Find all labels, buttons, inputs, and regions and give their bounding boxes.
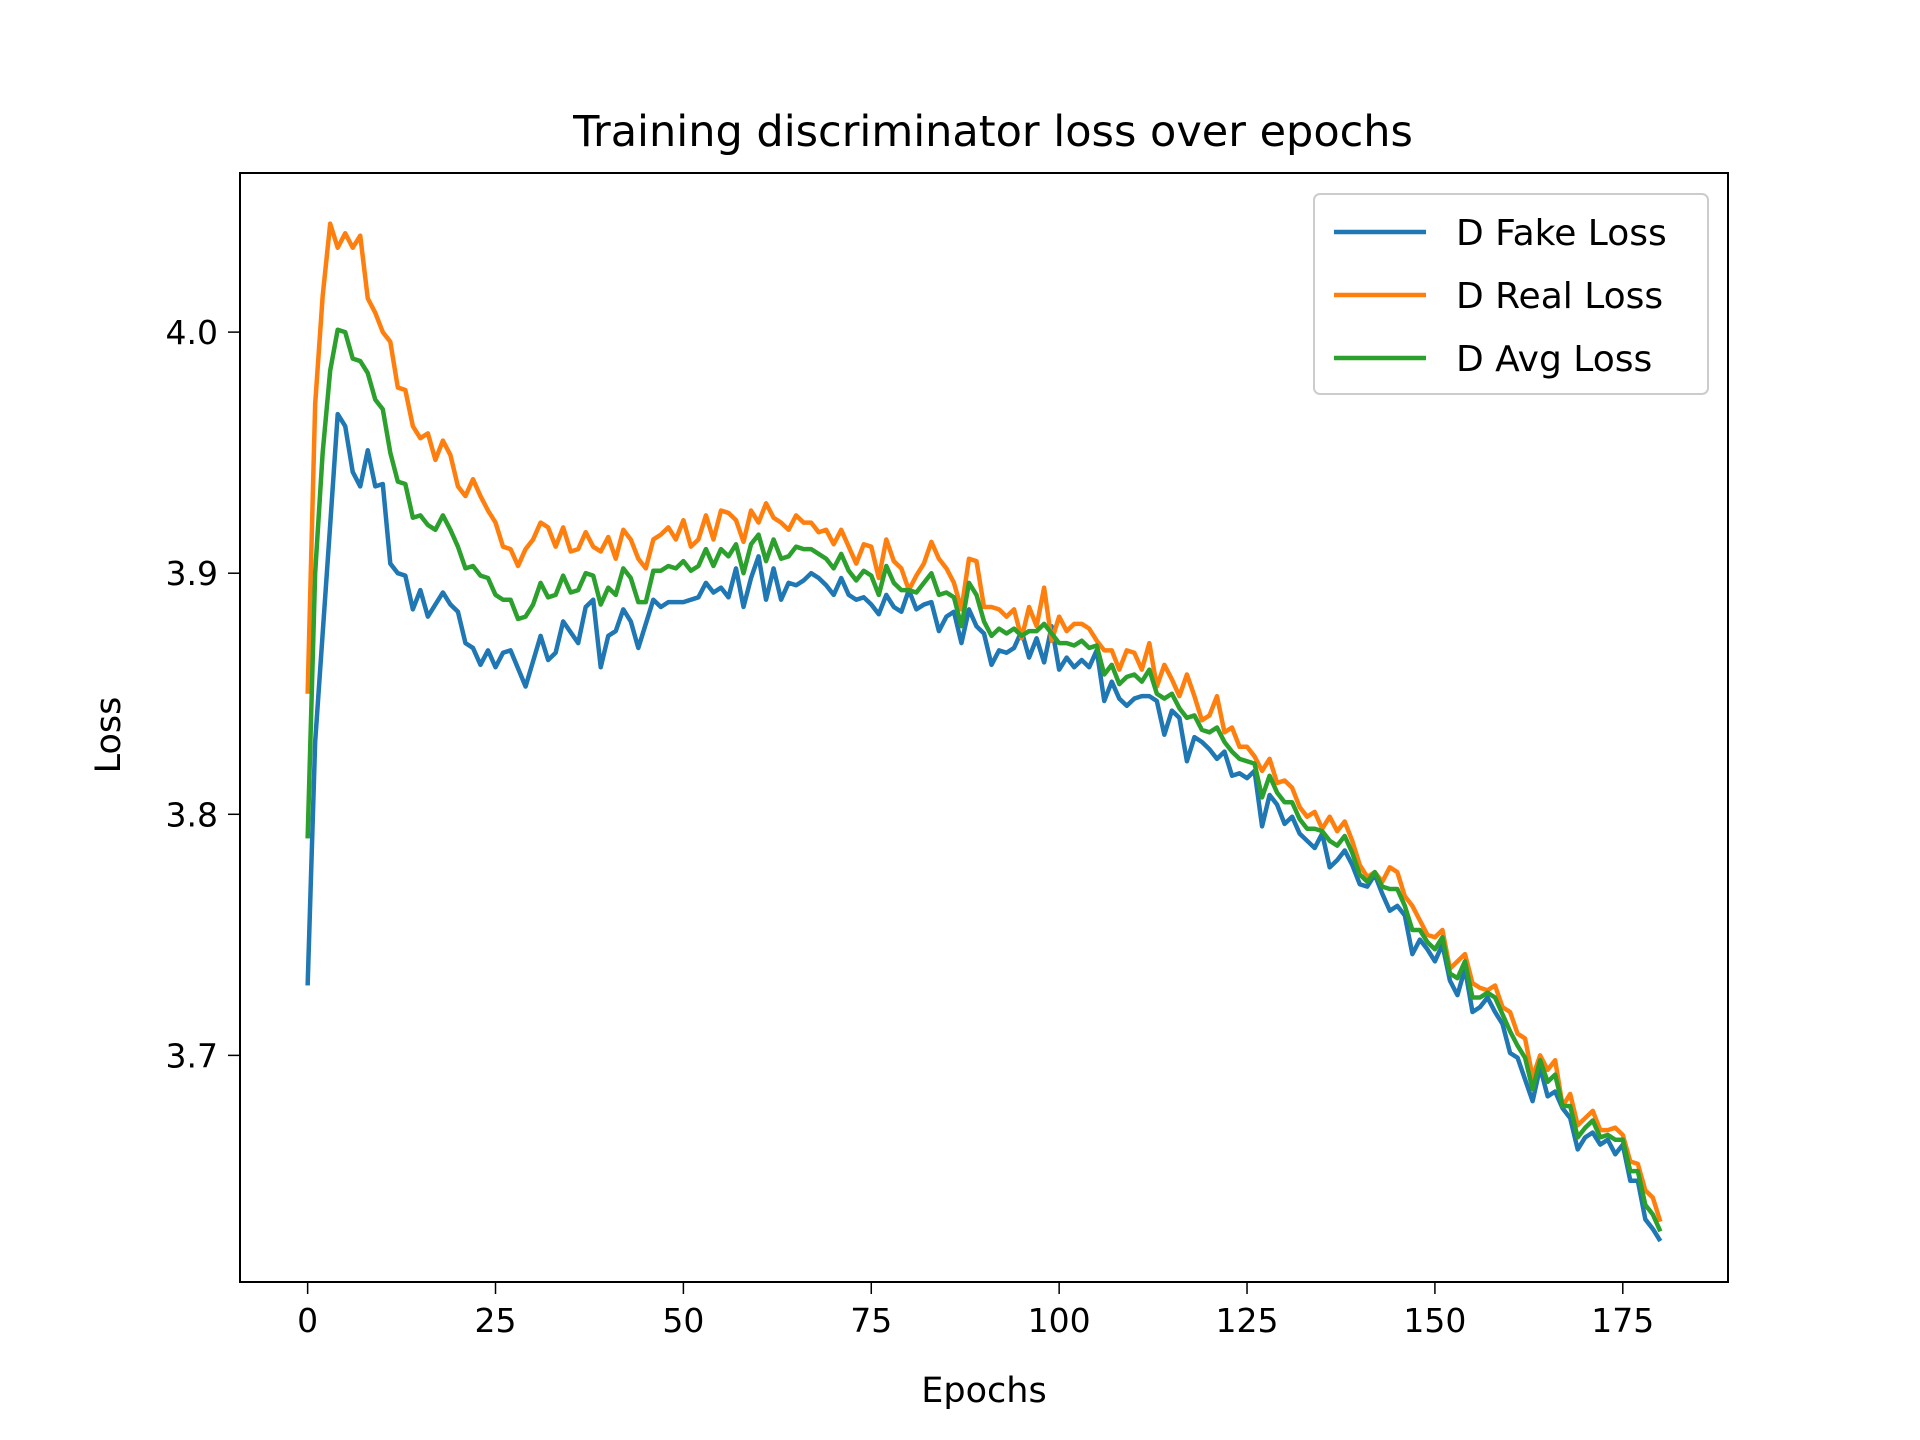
y-tick-label: 4.0 [166, 313, 218, 352]
x-tick-label: 175 [1591, 1301, 1654, 1340]
x-tick-label: 100 [1028, 1301, 1091, 1340]
legend-label-1: D Real Loss [1456, 276, 1663, 317]
x-tick-label: 75 [850, 1301, 892, 1340]
series-line-0 [305, 411, 1663, 1243]
chart-title: Training discriminator loss over epochs [572, 107, 1413, 157]
x-axis: 0 25 50 75 100 125 150 175 [297, 1282, 1654, 1340]
y-tick-label: 3.8 [166, 795, 218, 834]
legend: D Fake Loss D Real Loss D Avg Loss [1313, 193, 1709, 395]
plot-area [305, 221, 1663, 1243]
x-tick-label: 0 [297, 1301, 318, 1340]
legend-box [1313, 193, 1709, 395]
y-axis: 3.7 3.8 3.9 4.0 [166, 313, 240, 1075]
x-tick-label: 50 [662, 1301, 704, 1340]
series-line-2 [305, 327, 1663, 1233]
y-axis-label: Loss [89, 697, 129, 774]
x-tick-label: 25 [475, 1301, 517, 1340]
y-tick-label: 3.7 [166, 1036, 218, 1075]
legend-label-2: D Avg Loss [1456, 339, 1652, 380]
series-line-1 [305, 221, 1663, 1223]
legend-label-0: D Fake Loss [1456, 213, 1667, 254]
x-tick-label: 125 [1216, 1301, 1279, 1340]
y-tick-label: 3.9 [166, 554, 218, 593]
plot-frame [239, 172, 1729, 1283]
x-tick-label: 150 [1403, 1301, 1466, 1340]
x-axis-label: Epochs [921, 1371, 1046, 1411]
